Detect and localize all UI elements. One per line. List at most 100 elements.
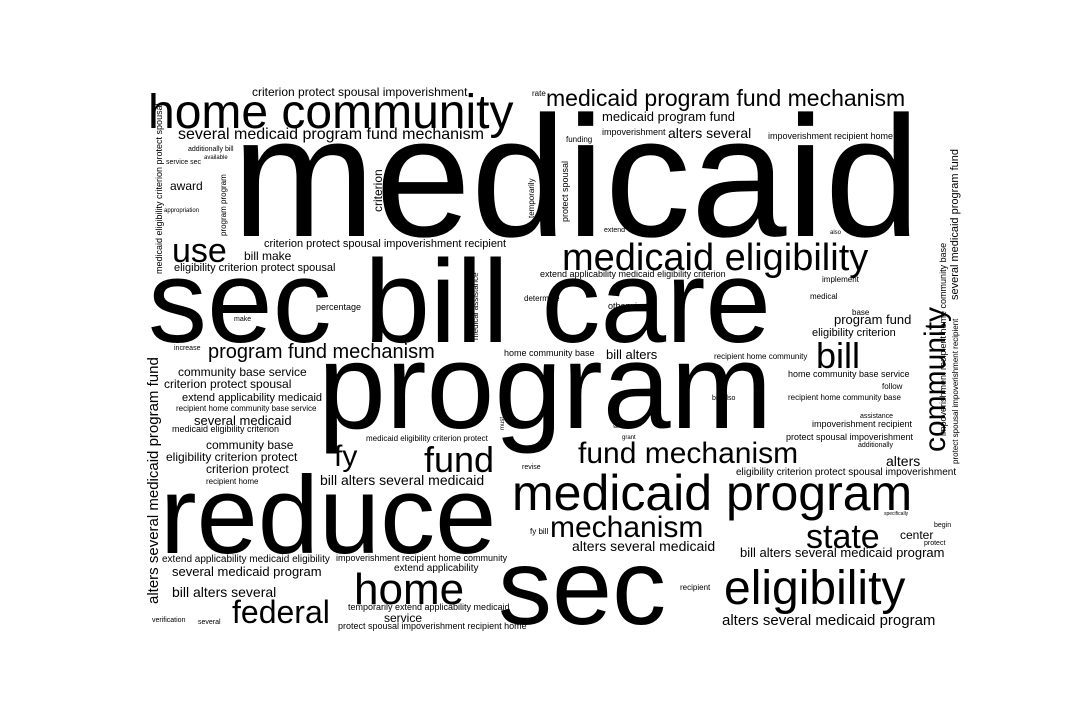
word-alters-several: alters several (668, 125, 751, 141)
word-criterion-protect: criterion protect (206, 462, 289, 476)
word-medicaid-eligibility-criterion-protect: medicaid eligibility criterion protect (366, 434, 489, 443)
word-bill-make: bill make (244, 249, 292, 263)
word-use: use (172, 232, 227, 270)
word-community: community (919, 307, 952, 452)
word-program-fund: program fund (834, 312, 911, 327)
word-home: home (354, 565, 464, 614)
word-protect-spousal-impoverishment-recipient-home: protect spousal impoverishment recipient… (338, 621, 527, 631)
word-increase: increase (174, 345, 201, 352)
word-impoverishment-recipient: impoverishment recipient (812, 419, 913, 429)
word-mechanism: mechanism (550, 511, 703, 544)
word-several-medicaid: several medicaid (194, 413, 292, 428)
word-determine: determine (524, 294, 560, 303)
word-alters: alters (886, 453, 920, 469)
word-several-medicaid-program-fund-mechanism: several medicaid program fund mechanism (178, 126, 484, 143)
word-otherwise: otherwise (608, 301, 647, 311)
word-several-medicaid-program: several medicaid program (172, 564, 322, 579)
word-verification: verification (152, 617, 186, 624)
word-eligibility-criterion-protect-spousal: eligibility criterion protect spousal (174, 262, 335, 274)
word-eligibility: eligibility (724, 562, 905, 615)
word-must: must (500, 417, 506, 430)
word-impoverishment-recipient-home: impoverishment recipient home (768, 131, 893, 141)
word-program: program (318, 318, 772, 454)
word-percentage: percentage (316, 302, 361, 312)
word-additionally: additionally (858, 442, 894, 449)
word-program-program: program program (219, 174, 228, 236)
word-eligibility-criterion-protect-spousal-impoverishment: eligibility criterion protect spousal im… (736, 467, 956, 478)
word-criterion-protect-spousal-impoverishment: criterion protect spousal impoverishment (252, 85, 468, 99)
word-medicaid-program-fund: medicaid program fund (602, 109, 735, 124)
word-bill-alters-several-medicaid-program: bill alters several medicaid program (740, 545, 944, 560)
word-eligibility-criterion: eligibility criterion (812, 327, 896, 339)
word-extend-applicability-medicaid-eligibility-criterion: extend applicability medicaid eligibilit… (540, 269, 726, 279)
word-home-community-base-service: home community base service (788, 369, 910, 379)
word-alters-several-medicaid: alters several medicaid (572, 538, 715, 554)
word-medicaid-program: medicaid program (512, 465, 912, 521)
word-impoverishment-recipient-home-community-base: impoverishment recipient home community … (938, 243, 948, 436)
word-medicaid-eligibility-criterion: medicaid eligibility criterion (172, 424, 279, 434)
word-service-sec: service sec (166, 159, 202, 166)
word-person: person (611, 404, 620, 428)
word-bill-also: bill also (712, 395, 735, 402)
word-alters-several-medicaid-program: alters several medicaid program (722, 612, 935, 629)
word-center: center (900, 528, 933, 542)
word-impoverishment: impoverishment (602, 127, 666, 137)
word-temporarily: temporarily (527, 178, 536, 218)
word-protect-spousal: protect spousal (560, 161, 570, 222)
word-protect: protect (924, 540, 945, 547)
word-bill: bill (816, 335, 860, 376)
word-recipient-home-community-base-service: recipient home community base service (176, 404, 317, 413)
word-home-community: home community (148, 86, 513, 139)
word-recipient-home-community-base: recipient home community base (788, 393, 901, 402)
word-several-medicaid-program-fund: several medicaid program fund (949, 149, 961, 300)
word-medicaid-program-fund-mechanism: medicaid program fund mechanism (546, 85, 905, 111)
word-recipient: recipient (680, 583, 711, 592)
word-home-community-base: home community base (504, 348, 595, 358)
word-grant-state: grant state (493, 303, 500, 336)
word-protect-spousal-impoverishment-recipient: protect spousal impoverishment recipient (951, 318, 960, 464)
word-recipient-home: recipient home (206, 477, 259, 486)
word-grant: grant (622, 435, 636, 441)
word-fund-mechanism: fund mechanism (578, 437, 798, 470)
word-alters-several-medicaid-program-fund: alters several medicaid program fund (145, 357, 162, 604)
word-impoverishment-recipient-home-community: impoverishment recipient home community (336, 553, 508, 563)
word-sec-bill-care: sec bill care (148, 236, 771, 368)
word-also: also (830, 230, 842, 236)
word-bill-alters-several: bill alters several (172, 584, 276, 600)
word-medical-assistance: medical assistance (471, 272, 480, 340)
word-program-fund-mechanism: program fund mechanism (208, 341, 435, 363)
word-funding: funding (566, 135, 592, 144)
word-award: award (170, 179, 203, 193)
word-criterion: criterion (371, 169, 385, 212)
word-community-base-service: community base service (178, 365, 307, 379)
word-make: make (234, 316, 251, 323)
word-appropriation: appropriation (164, 208, 199, 214)
word-revise: revise (522, 464, 541, 471)
word-community-base: community base (206, 438, 294, 452)
word-bill-alters: bill alters (606, 347, 658, 362)
word-begin: begin (934, 522, 951, 529)
word-extend-applicability-medicaid-eligibility: extend applicability medicaid eligibilit… (162, 554, 330, 565)
word-extend-applicability: extend applicability (394, 563, 479, 574)
word-state: state (806, 518, 880, 556)
word-extend-applicability-medicaid: extend applicability medicaid (182, 392, 322, 404)
word-medicaid: medicaid (232, 81, 920, 273)
word-protect-spousal-impoverishment: protect spousal impoverishment (786, 432, 914, 442)
word-fy-bill: fy bill (530, 527, 548, 536)
word-additionally-bill: additionally bill (188, 146, 234, 153)
word-extend: extend (604, 227, 625, 234)
word-medicaid-eligibility-criterion-protect-spousal: medicaid eligibility criterion protect s… (154, 103, 164, 274)
word-several: several (198, 619, 221, 626)
word-sec: sec (498, 526, 666, 647)
word-reduce: reduce (160, 454, 496, 577)
word-available: available (204, 155, 228, 161)
word-rate: rate (532, 89, 546, 98)
word-criterion-protect-spousal: criterion protect spousal (164, 377, 291, 391)
word-recipient-home-community: recipient home community (714, 352, 807, 361)
word-bill-alters-several-medicaid: bill alters several medicaid (320, 472, 484, 488)
word-base: base (852, 308, 870, 317)
word-federal: federal (232, 594, 330, 630)
word-assistance: assistance (860, 413, 893, 420)
